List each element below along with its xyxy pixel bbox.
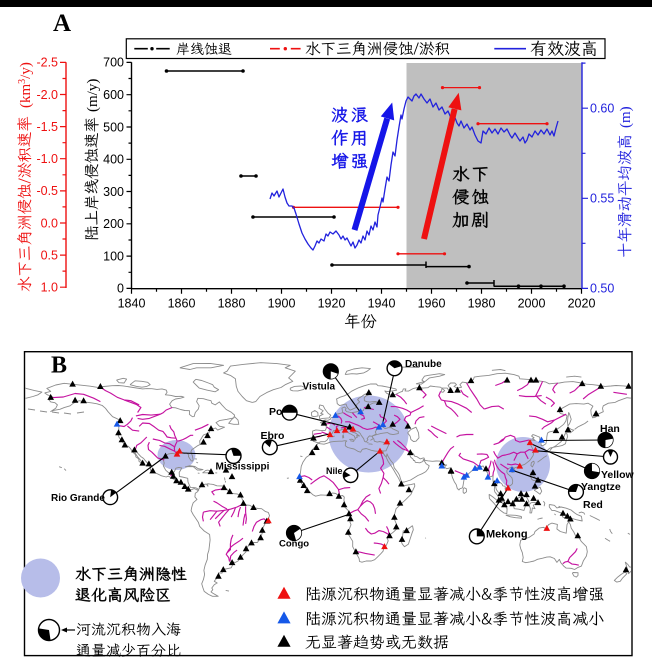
svg-text:600: 600 (103, 88, 124, 102)
svg-text:Ebro: Ebro (261, 430, 285, 442)
svg-text:300: 300 (103, 185, 124, 199)
svg-text:Han: Han (600, 423, 620, 435)
svg-text:1880: 1880 (218, 297, 246, 311)
svg-text:(m): (m) (618, 106, 634, 128)
svg-text:Congo: Congo (279, 539, 309, 550)
svg-text:400: 400 (103, 153, 124, 167)
svg-text:1980: 1980 (468, 297, 496, 311)
svg-text:(m/y): (m/y) (85, 79, 101, 112)
svg-text:-0.5: -0.5 (36, 184, 58, 198)
svg-text:Mekong: Mekong (486, 529, 528, 541)
svg-text:Red: Red (583, 499, 603, 511)
svg-text:A: A (53, 10, 71, 37)
svg-text:100: 100 (103, 249, 124, 263)
svg-text:-1.5: -1.5 (36, 120, 58, 134)
svg-text:-1.0: -1.0 (36, 152, 58, 166)
svg-text:Yangtze: Yangtze (581, 481, 621, 493)
svg-text:Vistula: Vistula (303, 382, 336, 393)
svg-text:B: B (51, 353, 67, 379)
svg-text:1960: 1960 (418, 297, 446, 311)
svg-text:1920: 1920 (318, 297, 346, 311)
svg-text:0.50: 0.50 (590, 282, 614, 296)
svg-text:500: 500 (103, 120, 124, 134)
svg-text:700: 700 (103, 56, 124, 70)
svg-text:1840: 1840 (118, 297, 146, 311)
svg-text:1.0: 1.0 (41, 281, 58, 295)
svg-text:Rio Grande: Rio Grande (51, 493, 105, 504)
svg-text:1940: 1940 (368, 297, 396, 311)
svg-text:1860: 1860 (168, 297, 196, 311)
svg-text:Mississippi: Mississippi (216, 462, 270, 473)
svg-text:-2.0: -2.0 (36, 88, 58, 102)
svg-text:(km3/y): (km3/y) (17, 62, 34, 108)
svg-text:-2.5: -2.5 (36, 56, 58, 70)
svg-text:Yellow: Yellow (601, 469, 635, 481)
svg-text:1900: 1900 (268, 297, 296, 311)
svg-text:2020: 2020 (568, 297, 596, 311)
svg-text:Danube: Danube (405, 359, 442, 370)
svg-text:0.55: 0.55 (590, 192, 614, 206)
svg-text:2000: 2000 (518, 297, 546, 311)
svg-text:Po: Po (269, 406, 282, 418)
svg-text:0.0: 0.0 (41, 216, 58, 230)
svg-text:0.5: 0.5 (41, 248, 58, 262)
svg-text:200: 200 (103, 217, 124, 231)
svg-text:0.60: 0.60 (590, 102, 614, 116)
svg-text:Nile: Nile (326, 466, 343, 476)
svg-text:0: 0 (117, 282, 124, 296)
